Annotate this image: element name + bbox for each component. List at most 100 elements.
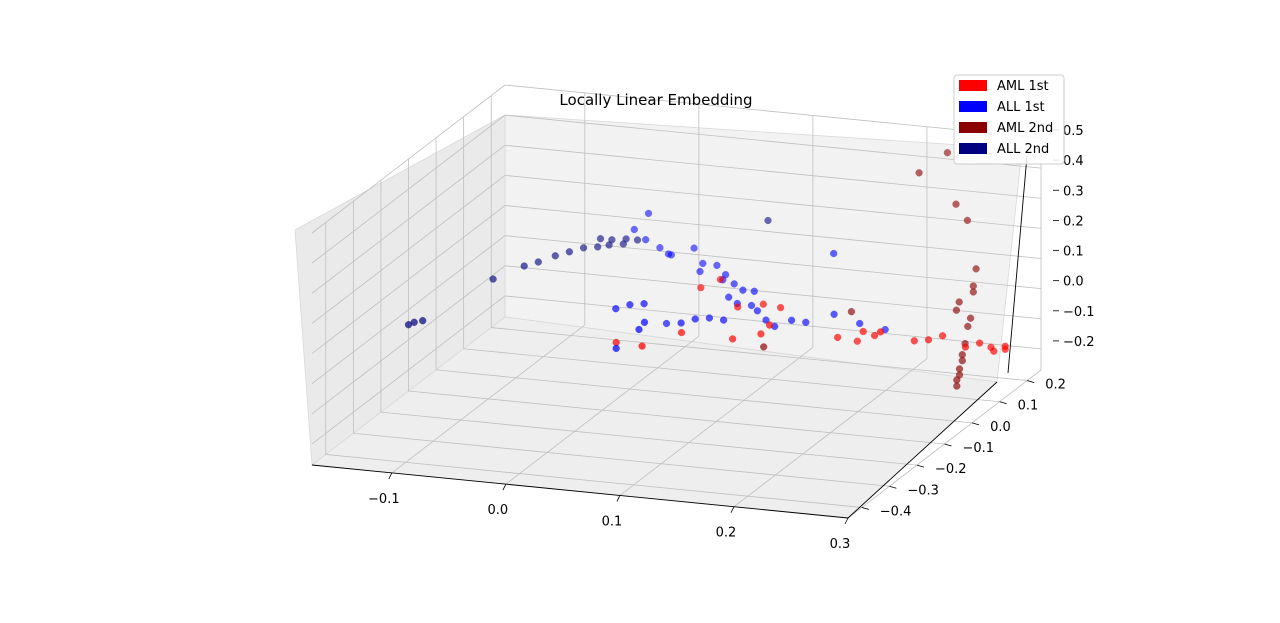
scatter-point [630, 225, 638, 234]
scatter-point [633, 236, 642, 244]
scatter-point [728, 335, 737, 343]
y-tick-label: 0.0 [990, 420, 1011, 435]
legend: AML 1st ALL 1st AML 2nd ALL 2nd [953, 74, 1065, 165]
scatter-point [975, 339, 984, 347]
scatter-point [696, 267, 704, 276]
scatter-point [713, 261, 721, 270]
scatter-point [612, 305, 620, 313]
x-axis-line [311, 464, 849, 519]
x-tick-mark [730, 506, 735, 513]
scatter-point [955, 298, 963, 306]
scatter-point [972, 265, 980, 273]
scatter-point [664, 250, 673, 258]
scatter-point [662, 319, 671, 328]
scatter-point [642, 236, 650, 244]
scatter-point [924, 336, 933, 344]
y-tick-mark [889, 485, 897, 489]
y-gridline-floor [436, 369, 973, 424]
scatter-point [594, 243, 602, 251]
scatter-point [677, 319, 685, 327]
scatter-point [677, 328, 686, 337]
y-tick-label: 0.2 [1045, 378, 1066, 393]
scatter-point [802, 318, 810, 326]
scatter-point [551, 252, 559, 260]
legend-swatch [959, 80, 987, 91]
scatter-point [870, 331, 879, 340]
y-tick-mark [971, 422, 980, 426]
scatter-point [856, 319, 864, 328]
y-tick-mark [999, 401, 1007, 405]
scatter-point [534, 258, 542, 266]
z-tick-label: −0.2 [1063, 335, 1095, 350]
scatter-point [489, 275, 497, 283]
scatter-point [787, 316, 796, 324]
scatter-point [830, 249, 838, 258]
y-tick-mark [944, 443, 952, 447]
scatter-point [953, 376, 961, 384]
y-gridline-floor [408, 390, 945, 445]
scatter-point [747, 301, 756, 310]
scatter-point [640, 300, 648, 308]
z-gridline-left [311, 84, 506, 234]
scatter-point [765, 321, 774, 329]
scatter-point [938, 332, 947, 340]
x-tick-label: 0.1 [602, 514, 623, 529]
y-tick-label: −0.3 [907, 483, 939, 498]
scatter-point [656, 244, 664, 252]
scatter-point [833, 333, 842, 342]
scatter-point [1001, 342, 1009, 350]
z-gridline-back [504, 144, 1042, 199]
scatter-point [410, 318, 418, 326]
legend-label: ALL 2nd [997, 142, 1049, 157]
y-tick-mark [916, 464, 925, 468]
x-tick-mark [388, 472, 393, 480]
scatter-point [596, 235, 605, 243]
z-gridline-back [504, 205, 1042, 259]
scatter-points [404, 149, 1009, 390]
scatter-point [565, 248, 574, 256]
z-tick-label: −0.1 [1063, 305, 1095, 320]
scatter-point [705, 314, 714, 322]
scatter-point [638, 342, 646, 350]
scatter-point [725, 293, 733, 301]
x-tick-label: 0.0 [488, 503, 509, 518]
scatter-point [739, 286, 747, 294]
z-gridline-left [311, 295, 506, 445]
chart-title: Locally Linear Embedding [559, 91, 752, 109]
scatter-point [520, 262, 528, 270]
scatter-point [419, 317, 427, 325]
scatter-point [691, 315, 699, 323]
legend-swatch [959, 122, 987, 133]
scatter-point [644, 209, 653, 218]
x-tick-label: 0.3 [830, 537, 851, 552]
scatter-point [730, 280, 738, 288]
x-tick-mark [844, 517, 849, 525]
z-gridline-back [504, 235, 1042, 290]
scatter-point [910, 337, 918, 345]
legend-swatch [959, 143, 987, 154]
y-tick-label: −0.1 [963, 441, 995, 456]
scatter-point [612, 344, 620, 353]
z-tick-label: 0.1 [1063, 245, 1084, 260]
scatter-point [853, 337, 861, 345]
scatter-point [753, 307, 762, 315]
axis-lines [311, 155, 1028, 519]
scatter-point [963, 216, 972, 225]
scatter-point [619, 240, 627, 248]
z-gridline-back [504, 295, 1042, 350]
z-gridline-left [311, 144, 506, 294]
y-tick-mark [861, 507, 869, 510]
z-gridline-left [311, 114, 506, 264]
scatter-point [966, 314, 975, 322]
scatter-point [776, 303, 785, 312]
z-gridline-back [504, 84, 1042, 139]
scatter-point [719, 316, 728, 324]
x-tick-mark [616, 495, 621, 502]
z-tick-label: 0.3 [1063, 184, 1084, 199]
scatter-point [859, 327, 867, 336]
legend-swatch [959, 101, 987, 112]
z-gridline-back [504, 265, 1042, 320]
scatter-point [943, 149, 952, 157]
scatter-point [762, 316, 770, 324]
scatter-point [952, 306, 961, 314]
